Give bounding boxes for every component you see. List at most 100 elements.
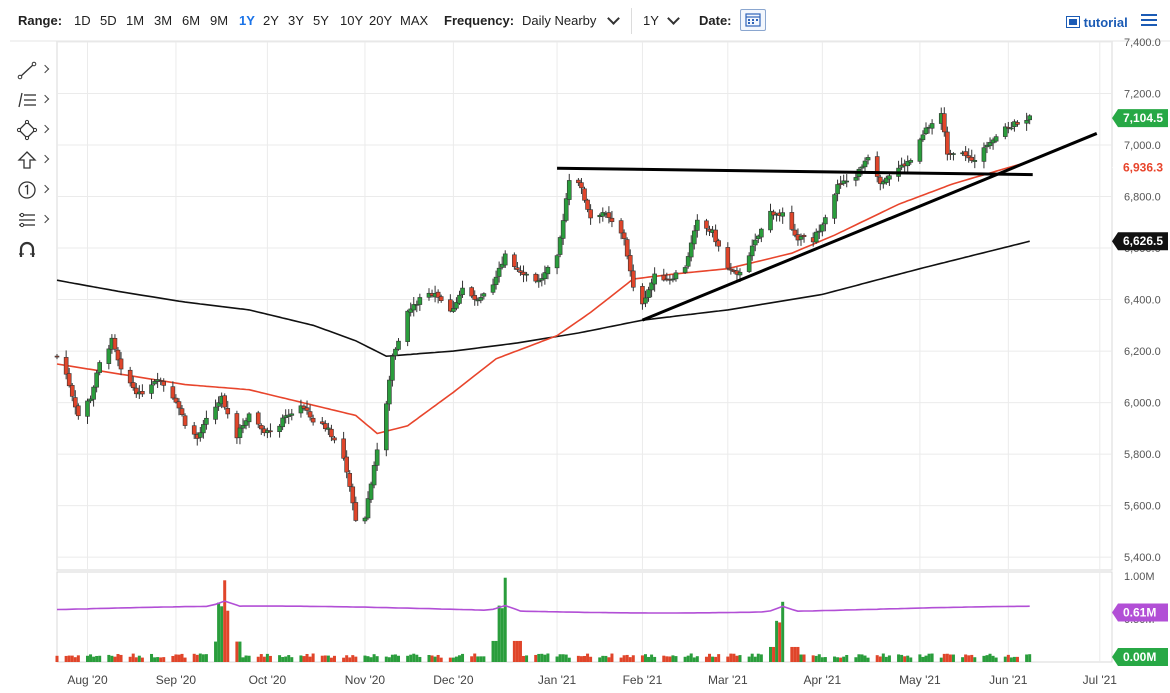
line-tool-icon[interactable] (10, 57, 54, 83)
candle-body (496, 267, 502, 277)
ma200-badge: 6,626.5 (1123, 234, 1163, 248)
candle-body (246, 413, 252, 423)
volume-bar (430, 655, 434, 662)
volume-bar (607, 657, 611, 662)
candle-body (725, 247, 731, 269)
volume-bar (756, 653, 760, 662)
volume-bar (89, 654, 93, 662)
volume-bar (711, 656, 715, 662)
volume-bar (409, 654, 413, 662)
range-option-9m[interactable]: 9M (210, 13, 229, 28)
x-tick-label: Mar '21 (708, 673, 748, 687)
volume-bar (204, 654, 208, 662)
candle-body (716, 240, 721, 247)
range-option-20y[interactable]: 20Y (369, 13, 393, 28)
volume-bar (113, 656, 117, 662)
range-option-1m[interactable]: 1M (126, 13, 145, 28)
shape-tool-icon[interactable] (10, 117, 54, 143)
counter-tool-icon[interactable] (10, 177, 54, 203)
candle-body (673, 272, 679, 280)
volume-bar (390, 654, 394, 662)
arrow-tool-icon[interactable] (10, 147, 54, 173)
volume-bar (433, 656, 437, 662)
volume-bar (1009, 657, 1013, 662)
candle-body (643, 297, 648, 304)
candle-body (563, 198, 569, 221)
trendline-layer (557, 132, 1098, 322)
tutorial-link[interactable]: tutorial (1066, 15, 1128, 30)
candle-body (768, 210, 773, 231)
calendar-icon[interactable] (740, 9, 766, 31)
candle-body (695, 219, 700, 231)
volume-bar (393, 654, 397, 662)
candle-body (365, 498, 371, 519)
trendline (557, 166, 1033, 177)
volume-bar (363, 655, 367, 662)
y-tick-label: 7,000.0 (1124, 140, 1161, 152)
range-option-5d[interactable]: 5D (100, 13, 117, 28)
candle-body (844, 180, 850, 183)
candle-body (319, 421, 325, 424)
range-option-3m[interactable]: 3M (154, 13, 173, 28)
x-tick-label: Apr '21 (804, 673, 842, 687)
candle-body (792, 229, 798, 236)
volume-bar (223, 580, 227, 662)
volume-bar (281, 657, 285, 662)
y-tick-label: 7,200.0 (1124, 89, 1161, 101)
volume-bar (897, 654, 901, 662)
candle-body (451, 308, 456, 312)
volume-bar (476, 656, 480, 662)
volume-bar (735, 655, 739, 662)
hamburger-menu-icon[interactable] (1141, 14, 1157, 28)
volume-bar (863, 655, 867, 662)
volume-bar (814, 655, 818, 662)
top-toolbar: Range: 1D 5D 1M 3M 6M 9M 1Y 2Y 3Y 5Y 10Y 20Y MAX Fre… (0, 0, 1170, 42)
frequency-dropdown[interactable]: Daily Nearby (522, 13, 597, 28)
candle-body (408, 308, 413, 313)
volume-bar (140, 657, 144, 662)
magnet-icon[interactable] (10, 237, 54, 263)
candle-body (368, 483, 374, 500)
pitchfork-tool-icon[interactable] (10, 207, 54, 233)
fibonacci-tool-icon[interactable] (10, 87, 54, 113)
candle-body (106, 348, 112, 364)
range-option-1d[interactable]: 1D (74, 13, 91, 28)
candle-body (457, 294, 462, 304)
volume-bar (174, 654, 178, 662)
last-price-badge-bg (1112, 109, 1168, 128)
ma50-line (56, 160, 1030, 435)
candle-body (728, 268, 734, 271)
volume-bar (198, 653, 202, 662)
candle-body (576, 179, 581, 184)
x-tick-label: Jul '21 (1083, 673, 1118, 687)
candle-body (966, 155, 971, 159)
volume-bar (387, 657, 391, 662)
volume-bar (494, 640, 498, 662)
x-tick-label: Sep '20 (156, 673, 197, 687)
range-option-1y[interactable]: 1Y (239, 13, 255, 28)
range-option-2y[interactable]: 2Y (263, 13, 279, 28)
x-tick-label: Aug '20 (67, 673, 108, 687)
volume-bar (131, 653, 135, 662)
candle-body (877, 176, 883, 184)
candle-body (1002, 126, 1008, 137)
volume-bar (537, 653, 541, 662)
period-dropdown[interactable]: 1Y (643, 13, 659, 28)
volume-bar (948, 654, 952, 662)
volume-bar (906, 655, 910, 662)
candle-body (405, 310, 410, 342)
x-tick-label: Dec '20 (433, 673, 474, 687)
volume-bar (73, 657, 77, 662)
volume-bar (631, 655, 635, 662)
candle-body (387, 379, 392, 405)
range-option-6m[interactable]: 6M (182, 13, 201, 28)
candle-body (862, 160, 868, 168)
volume-bar (665, 656, 669, 662)
range-option-10y[interactable]: 10Y (340, 13, 364, 28)
candle-body (127, 369, 133, 384)
volume-bar (153, 657, 157, 662)
range-option-3y[interactable]: 3Y (288, 13, 304, 28)
range-option-max[interactable]: MAX (400, 13, 429, 28)
range-option-5y[interactable]: 5Y (313, 13, 329, 28)
